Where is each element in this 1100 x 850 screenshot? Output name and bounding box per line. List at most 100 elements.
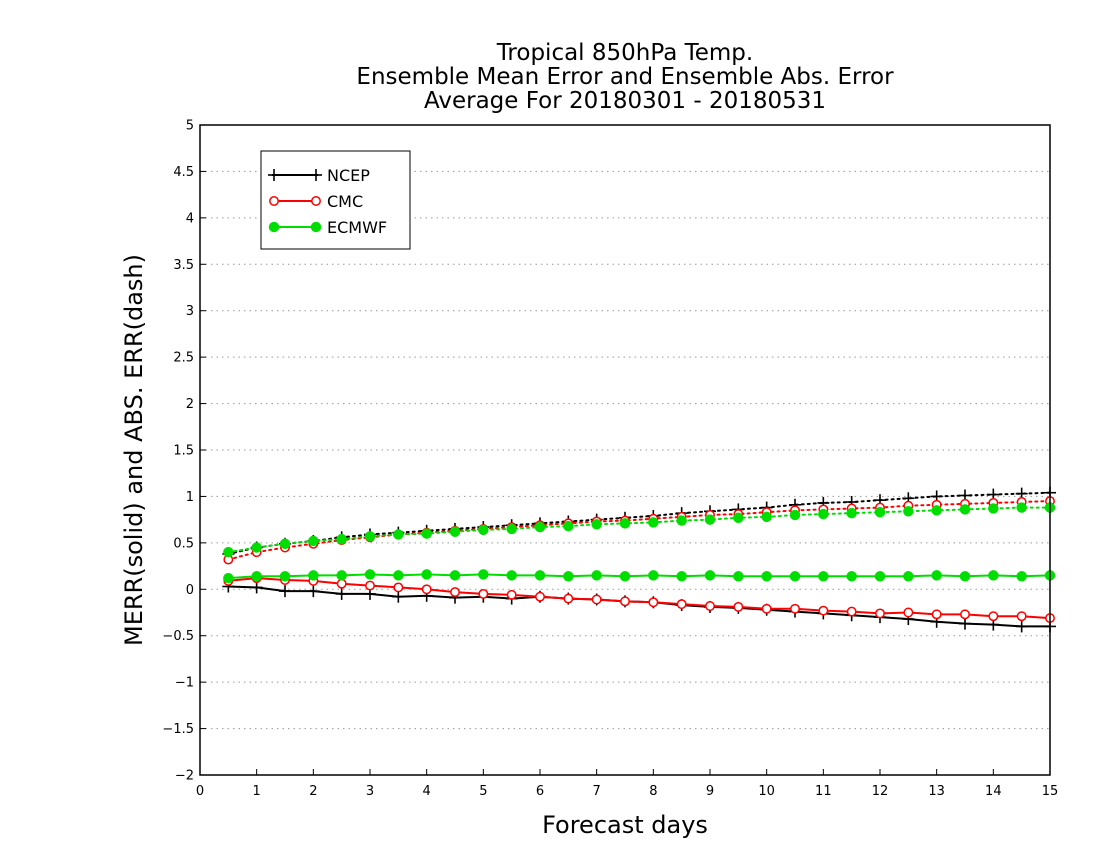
x-tick-label: 12: [872, 784, 889, 799]
series-ecmwf-abs-err-point: [733, 512, 744, 524]
series-ecmwf-abs-err-point: [563, 520, 574, 532]
series-ecmwf-merr-point: [704, 570, 716, 581]
series-cmc-merr-point: [365, 580, 375, 591]
y-tick-label: −0.5: [162, 629, 194, 644]
series-ecmwf-abs-err-point: [506, 523, 517, 535]
series-ecmwf-merr-point: [449, 570, 461, 581]
legend-marker-ecmwf: [268, 221, 280, 233]
series-cmc-merr-point: [818, 605, 829, 616]
legend-marker-ecmwf: [310, 221, 322, 233]
series-ecmwf-abs-err-point: [223, 546, 234, 558]
series-ncep-merr-line: [228, 585, 1050, 628]
series-ncep-merr-point: [307, 585, 320, 598]
grid: [200, 170, 1050, 730]
series-layer: [222, 486, 1056, 633]
y-tick-label: 1.5: [173, 444, 194, 459]
legend-label-ncep: NCEP: [327, 166, 370, 185]
series-ecmwf-abs-err-point: [591, 519, 602, 530]
series-ecmwf-abs-err-point: [761, 511, 772, 523]
axis-ticks: −2−1.5−1−0.500.511.522.533.544.550 1 2 3 4 5 6…: [162, 119, 1058, 800]
series-ncep-merr-point: [392, 590, 405, 603]
series-ecmwf-abs-err-point: [676, 515, 687, 526]
x-tick-label: 13: [928, 784, 945, 799]
series-cmc-merr-point: [563, 593, 574, 604]
y-tick-label: −1: [175, 676, 194, 691]
series-ecmwf-merr-point: [506, 570, 517, 581]
series-cmc-merr-point: [875, 608, 885, 619]
series-ecmwf-abs-err-point: [279, 538, 291, 550]
legend-label-cmc: CMC: [327, 192, 363, 211]
series-ecmwf-merr-point: [336, 570, 347, 581]
series-cmc-merr-point: [478, 588, 489, 599]
series-cmc-abs-err-line: [227, 500, 1051, 561]
y-tick-label: −1.5: [162, 722, 194, 737]
legend-marker-cmc: [311, 196, 321, 206]
series-ecmwf-abs-err-point: [789, 509, 801, 521]
series-cmc-merr-point: [960, 609, 970, 620]
series-cmc-merr-point: [1016, 611, 1027, 622]
legend-marker-ncep: [268, 169, 280, 181]
series-ecmwf-merr-point: [818, 571, 829, 582]
title-line-1: Tropical 850hPa Temp.: [496, 40, 753, 66]
x-tick-label: 4: [423, 784, 431, 799]
series-cmc-merr-point: [676, 599, 687, 610]
series-ecmwf-abs-err-point: [704, 514, 716, 525]
y-tick-label: 4.5: [173, 165, 194, 180]
series-ecmwf-abs-err-point: [874, 506, 886, 518]
series-ecmwf-merr-point: [223, 572, 234, 584]
series-ecmwf-abs-err-point: [648, 517, 659, 528]
x-tick-label: 1: [253, 784, 261, 799]
series-ecmwf-abs-err-point: [251, 542, 262, 553]
x-tick-label: 0: [196, 784, 204, 799]
x-tick-label: 3: [366, 784, 374, 799]
series-ecmwf-abs-err-point: [308, 535, 319, 547]
series-ecmwf-merr-point: [364, 569, 376, 580]
x-tick-label: 15: [1042, 784, 1059, 799]
y-tick-label: 0: [186, 583, 194, 598]
series-ncep-merr-point: [279, 585, 291, 598]
series-cmc-merr-point: [846, 606, 857, 617]
series-cmc-merr-point: [733, 601, 744, 612]
title-line-2: Ensemble Mean Error and Ensemble Abs. Er…: [356, 64, 894, 90]
x-tick-label: 5: [479, 784, 487, 799]
y-tick-label: 4: [186, 211, 194, 226]
legend-marker-ncep: [310, 169, 322, 181]
y-tick-label: 5: [186, 119, 194, 134]
series-cmc-merr-point: [535, 591, 545, 602]
series-cmc-merr-point: [591, 594, 602, 605]
series-ncep-merr-point: [959, 617, 971, 630]
y-tick-label: 0.5: [173, 536, 194, 551]
series-cmc-merr-line: [228, 577, 1051, 620]
series-ecmwf-abs-err-point: [449, 526, 461, 537]
legend-label-ecmwf: ECMWF: [327, 218, 387, 237]
series-ncep: [222, 486, 1056, 633]
series-ncep-merr-point: [250, 581, 263, 594]
series-cmc-merr-point: [421, 584, 432, 595]
x-tick-label: 10: [758, 784, 775, 799]
legend-item-ncep: NCEP: [268, 166, 370, 185]
x-tick-label: 7: [593, 784, 601, 799]
series-ncep-merr-point: [1015, 620, 1028, 633]
series-ecmwf-merr-point: [421, 569, 432, 580]
chart-title: Tropical 850hPa Temp. Ensemble Mean Erro…: [356, 40, 894, 114]
series-ecmwf-merr-point: [563, 571, 574, 582]
series-cmc-merr-point: [336, 578, 347, 589]
series-cmc-merr-point: [705, 601, 715, 611]
y-tick-label: 2.5: [173, 351, 194, 366]
series-ecmwf-merr-point: [279, 571, 291, 582]
x-tick-label: 6: [536, 784, 544, 799]
legend-item-ecmwf: ECMWF: [268, 218, 387, 237]
series-ecmwf-merr-point: [931, 570, 942, 581]
y-tick-label: 1: [186, 490, 194, 505]
series-cmc-merr-point: [931, 609, 942, 620]
series-ecmwf-merr-point: [534, 570, 546, 581]
y-tick-label: 3.5: [173, 258, 194, 273]
series-cmc-merr-point: [450, 587, 460, 598]
series-ecmwf-abs-err-point: [988, 503, 999, 514]
series-ecmwf-abs-err-line: [227, 506, 1051, 554]
series-ecmwf-merr-point: [393, 570, 404, 581]
series-ecmwf: [223, 502, 1056, 584]
x-tick-label: 9: [706, 784, 714, 799]
series-cmc: [223, 496, 1055, 624]
